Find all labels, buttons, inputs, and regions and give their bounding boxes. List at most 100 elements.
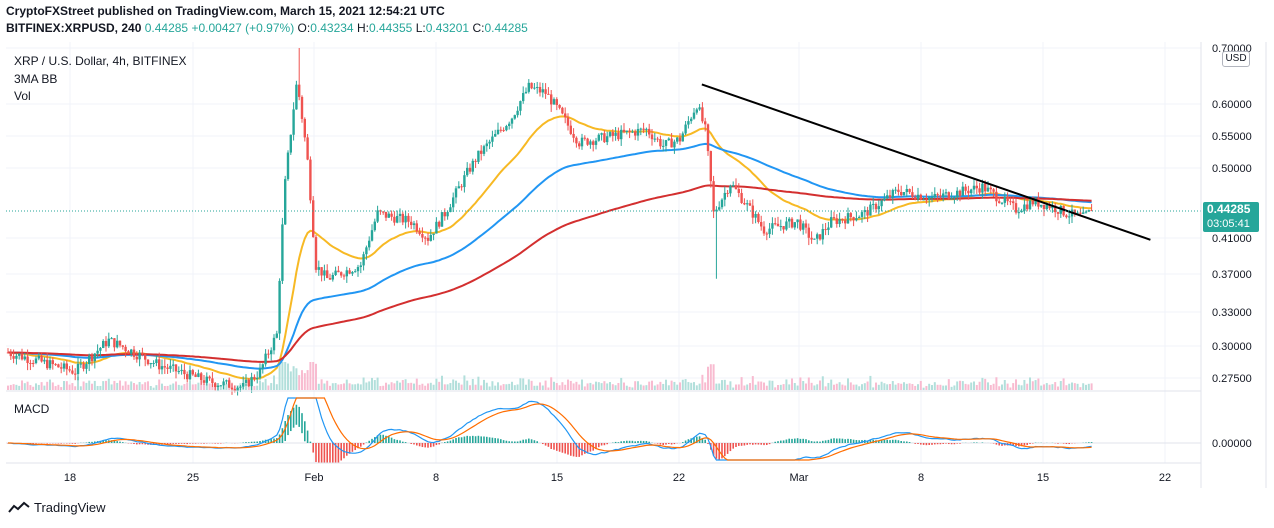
volume-bar bbox=[670, 380, 673, 390]
candle-body bbox=[608, 132, 612, 137]
macd-histogram-bar bbox=[785, 439, 788, 443]
candle-body bbox=[916, 194, 920, 200]
candle-body bbox=[26, 356, 29, 364]
volume-bar bbox=[651, 380, 653, 390]
macd-histogram-bar bbox=[94, 441, 96, 443]
macd-histogram-bar bbox=[606, 443, 608, 445]
macd-histogram-bar bbox=[262, 440, 264, 443]
volume-bar bbox=[597, 382, 600, 390]
volume-bar bbox=[763, 382, 765, 390]
volume-bar bbox=[614, 385, 617, 390]
volume-bar bbox=[875, 382, 877, 390]
candle-body bbox=[426, 237, 430, 241]
macd-histogram-bar bbox=[522, 439, 524, 443]
candle-body bbox=[314, 237, 318, 270]
candle-body bbox=[88, 355, 91, 365]
instrument-legend[interactable]: XRP / U.S. Dollar, 4h, BITFINEX bbox=[14, 54, 187, 68]
volume-bar bbox=[782, 384, 785, 390]
macd-histogram-bar bbox=[68, 443, 71, 444]
volume-bar bbox=[639, 384, 642, 390]
volume-bar bbox=[1079, 387, 1082, 390]
volume-bar bbox=[539, 382, 541, 390]
macd-histogram-bar bbox=[724, 443, 726, 457]
candle-body bbox=[306, 137, 309, 160]
macd-histogram-bar bbox=[766, 443, 768, 446]
indicator-legend[interactable]: 3MA BB bbox=[14, 72, 58, 86]
candle-body bbox=[6, 352, 10, 354]
macd-histogram-bar bbox=[973, 442, 975, 443]
candle-body bbox=[765, 233, 768, 235]
macd-histogram-bar bbox=[155, 443, 158, 445]
volume-bar bbox=[194, 384, 197, 390]
volume-bar bbox=[329, 385, 331, 390]
macd-histogram-bar bbox=[446, 441, 449, 443]
candle-body bbox=[463, 175, 466, 188]
candle-body bbox=[281, 224, 284, 281]
candle-body bbox=[614, 132, 617, 136]
macd-histogram-bar bbox=[620, 441, 622, 443]
volume-bar bbox=[427, 383, 429, 390]
macd-histogram-bar bbox=[528, 438, 530, 443]
volume-bar bbox=[376, 377, 379, 390]
currency-button[interactable]: USD bbox=[1222, 51, 1250, 67]
volume-bar bbox=[225, 383, 228, 390]
volume-bar bbox=[679, 382, 681, 390]
volume-bar bbox=[816, 384, 819, 390]
close-value: 0.44285 bbox=[484, 21, 528, 35]
volume-bar bbox=[505, 384, 508, 390]
volume-bar bbox=[567, 379, 569, 390]
volume-bar bbox=[681, 379, 684, 390]
macd-histogram-bar bbox=[816, 441, 818, 443]
volume-bar bbox=[743, 385, 746, 390]
candle-body bbox=[331, 275, 334, 280]
time-tick-label: 22 bbox=[1159, 472, 1171, 484]
volume-bar bbox=[1059, 381, 1062, 390]
volume-bar bbox=[967, 384, 970, 390]
macd-histogram-bar bbox=[777, 441, 779, 443]
volume-bar bbox=[203, 383, 205, 390]
volume-bar bbox=[502, 384, 505, 390]
volume-bar bbox=[961, 381, 964, 390]
candle-body bbox=[141, 352, 144, 355]
tradingview-logo-icon bbox=[8, 501, 30, 513]
macd-histogram-bar bbox=[640, 440, 642, 443]
macd-legend[interactable]: MACD bbox=[14, 402, 50, 416]
candle-body bbox=[527, 82, 530, 92]
volume-bar bbox=[544, 380, 547, 390]
candle-body bbox=[264, 353, 267, 365]
macd-histogram-bar bbox=[1068, 443, 1070, 445]
volume-bar bbox=[793, 383, 796, 390]
candle-body bbox=[804, 223, 808, 228]
macd-histogram-bar bbox=[707, 443, 709, 444]
volume-legend[interactable]: Vol bbox=[14, 89, 31, 103]
candle-body bbox=[572, 133, 575, 138]
macd-histogram-bar bbox=[1065, 443, 1068, 444]
volume-bar bbox=[354, 384, 357, 390]
macd-histogram-bar bbox=[712, 443, 715, 456]
volume-bar bbox=[917, 384, 919, 390]
volume-bar bbox=[301, 370, 303, 390]
ma-fast-line bbox=[7, 115, 1092, 380]
candle-body bbox=[191, 370, 194, 375]
volume-bar bbox=[289, 371, 292, 390]
volume-bar bbox=[15, 384, 18, 390]
candle-body bbox=[928, 197, 931, 201]
candle-body bbox=[533, 87, 536, 89]
volume-bar bbox=[1082, 383, 1085, 390]
candle-body bbox=[600, 133, 603, 135]
macd-histogram-bar bbox=[598, 443, 600, 448]
volume-bar bbox=[684, 379, 687, 390]
candle-body bbox=[726, 192, 729, 194]
candle-body bbox=[628, 130, 631, 132]
volume-bar bbox=[771, 380, 774, 390]
volume-bar bbox=[312, 362, 315, 390]
candle-body bbox=[838, 218, 841, 224]
macd-histogram-bar bbox=[830, 438, 832, 443]
volume-bar bbox=[435, 378, 438, 390]
footer-brand[interactable]: TradingView bbox=[8, 500, 106, 515]
macd-histogram-bar bbox=[824, 440, 827, 443]
candle-body bbox=[1026, 204, 1029, 210]
volume-bar bbox=[499, 385, 502, 390]
candle-body bbox=[667, 138, 670, 141]
